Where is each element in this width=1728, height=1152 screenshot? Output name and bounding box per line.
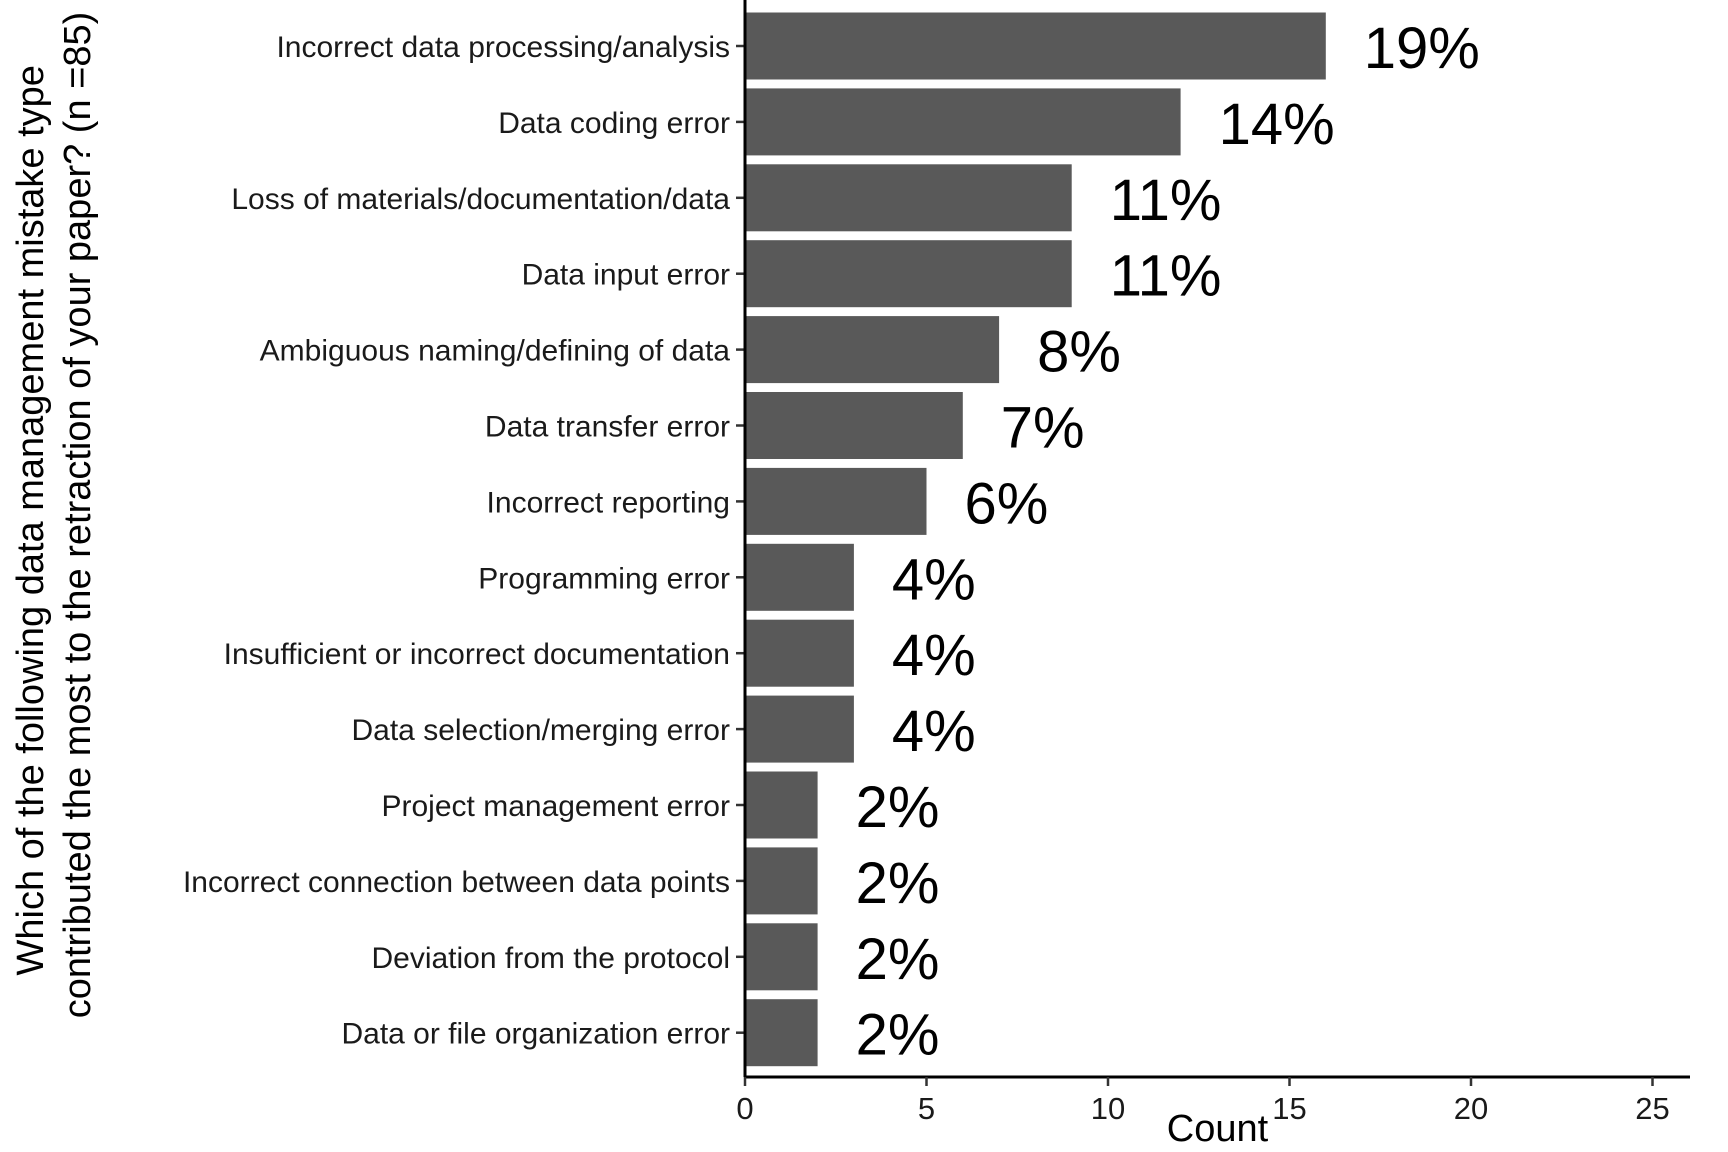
bar: [745, 847, 818, 915]
data-label: 6%: [965, 471, 1049, 536]
bar: [745, 923, 818, 991]
bar: [745, 467, 927, 535]
category-label: Incorrect connection between data points: [183, 866, 730, 899]
bar: [745, 619, 854, 687]
y-axis-title-line-2: contributed the most to the retraction o…: [57, 12, 99, 1019]
data-label: 2%: [856, 775, 940, 840]
data-label: 11%: [1110, 244, 1222, 309]
x-axis-ticks: 0 5 10 15 20 25: [736, 1077, 1670, 1126]
data-label: 2%: [856, 851, 940, 916]
bar: [745, 543, 854, 611]
data-label: 14%: [1219, 92, 1335, 157]
data-labels: 19% 14% 11% 11% 8% 7% 6% 4% 4% 4% 2% 2% 2% 2%: [856, 16, 1480, 1068]
bar: [745, 771, 818, 839]
axes: [743, 0, 1690, 1079]
x-tick-label: 5: [918, 1091, 935, 1126]
category-label: Incorrect data processing/analysis: [276, 31, 730, 64]
data-label: 8%: [1037, 320, 1121, 385]
data-label: 2%: [856, 927, 940, 992]
bar: [745, 316, 1000, 384]
data-label: 19%: [1364, 16, 1480, 81]
bar: [745, 695, 854, 763]
bar: [745, 12, 1326, 80]
x-tick-label: 10: [1091, 1091, 1125, 1126]
x-tick-label: 25: [1635, 1091, 1669, 1126]
x-tick-label: 20: [1454, 1091, 1488, 1126]
x-tick-label: 0: [736, 1091, 753, 1126]
bar: [745, 88, 1181, 156]
category-label: Data input error: [522, 259, 730, 292]
bar: [745, 240, 1072, 308]
category-label: Incorrect reporting: [487, 486, 730, 519]
y-axis-title-line-1: Which of the following data management m…: [10, 65, 52, 975]
category-label: Insufficient or incorrect documentation: [224, 638, 730, 671]
bars: [745, 12, 1326, 1067]
bar: [745, 392, 963, 459]
category-label: Project management error: [382, 790, 731, 823]
category-label: Data selection/merging error: [351, 714, 730, 747]
category-label: Data coding error: [498, 107, 730, 140]
data-label: 4%: [892, 623, 976, 688]
y-axis-title: Which of the following data management m…: [10, 12, 99, 1019]
data-label: 2%: [856, 1003, 940, 1068]
category-label: Ambiguous naming/defining of data: [260, 335, 731, 368]
data-label: 4%: [892, 547, 976, 612]
x-tick-label: 15: [1272, 1091, 1306, 1126]
bar: [745, 999, 818, 1067]
x-axis-title: Count: [1167, 1108, 1269, 1150]
data-label: 4%: [892, 699, 976, 764]
category-label: Data transfer error: [485, 411, 730, 444]
category-label: Loss of materials/documentation/data: [231, 183, 730, 216]
category-label: Deviation from the protocol: [371, 942, 730, 975]
category-label: Data or file organization error: [341, 1018, 730, 1051]
category-labels: Incorrect data processing/analysis Data c…: [183, 31, 745, 1051]
data-label: 7%: [1001, 396, 1085, 461]
category-label: Programming error: [478, 562, 730, 595]
bar: [745, 164, 1072, 232]
data-label: 11%: [1110, 168, 1222, 233]
